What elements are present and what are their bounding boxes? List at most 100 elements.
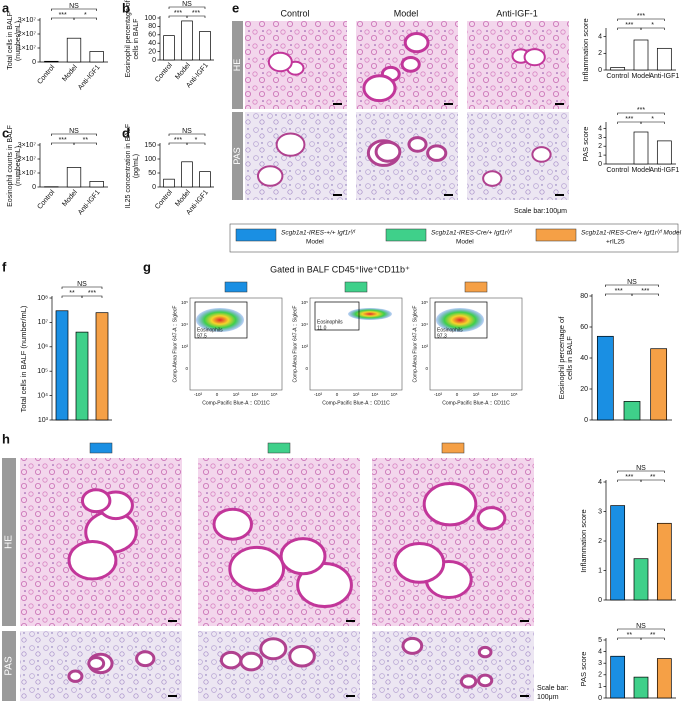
flow-y-tick: 10⁵ [181, 300, 188, 305]
significance-bracket [186, 142, 206, 145]
y-tick-label: 1×10⁷ [18, 45, 37, 52]
significance-label: * [84, 12, 87, 19]
x-tick-label: Control [606, 167, 629, 174]
significance-label: NS [627, 279, 637, 286]
flow-x-tick: -10³ [314, 392, 323, 397]
y-tick-label: 4 [598, 125, 602, 132]
airway [422, 482, 478, 527]
flow-x-tick: 10⁵ [391, 392, 398, 397]
airway [362, 74, 397, 103]
gate [194, 301, 248, 339]
y-tick-label: 10⁸ [37, 295, 48, 302]
scale-bar-label: Scale bar: [537, 685, 569, 692]
y-tick-label: 10⁴ [37, 392, 48, 399]
y-tick-label: 1 [598, 683, 602, 690]
airway [239, 651, 264, 672]
airway [259, 637, 288, 661]
y-tick-label: 0 [598, 161, 602, 168]
y-tick-label: 80 [148, 23, 156, 30]
airway [459, 674, 478, 689]
airway [275, 132, 306, 157]
y-tick-label: 20 [148, 48, 156, 55]
airway [67, 669, 84, 683]
panel-label: e [232, 0, 239, 15]
x-tick-label: Anti-IGF1 [649, 73, 679, 80]
significance-bracket [73, 17, 97, 20]
y-axis-label: PAS score [581, 127, 590, 162]
significance-bracket [617, 18, 665, 21]
flow-x-tick: 10⁴ [372, 392, 379, 397]
y-tick-label: 1×10⁷ [18, 170, 37, 177]
significance-bracket [186, 15, 206, 18]
bar [650, 348, 668, 421]
airway [212, 507, 253, 541]
airway [87, 655, 106, 671]
bar [75, 331, 89, 421]
airway [256, 165, 284, 187]
flow-y-tick: 10⁴ [421, 322, 428, 327]
y-tick-label: 150 [144, 142, 156, 149]
significance-label: *** [625, 474, 633, 481]
airway [228, 545, 286, 592]
airway [393, 541, 446, 584]
y-tick-label: 100 [144, 15, 156, 22]
histology-image [245, 112, 347, 200]
flow-x-label: Comp-Pacific Blue-A :: CD11C [202, 400, 270, 406]
y-tick-label: 40 [148, 40, 156, 47]
x-tick-label: Model [61, 189, 79, 208]
sample-swatch [464, 281, 488, 293]
legend-swatch [235, 228, 277, 242]
flow-x-tick: 10³ [473, 392, 480, 397]
y-tick-label: 10⁵ [37, 368, 48, 375]
panel-label: g [143, 259, 151, 274]
significance-label: *** [88, 290, 96, 297]
bar [55, 310, 69, 421]
x-tick-label: Control [36, 189, 56, 211]
flow-y-tick: 10⁴ [181, 322, 188, 327]
flow-y-tick: 10³ [301, 344, 308, 349]
bar [623, 401, 641, 421]
scale-bar [168, 620, 177, 622]
significance-label: NS [182, 128, 192, 135]
flow-x-tick: 10³ [353, 392, 360, 397]
significance-label: * [651, 116, 654, 123]
significance-label: *** [192, 10, 200, 17]
scale-bar [444, 194, 453, 196]
scale-bar [520, 695, 529, 697]
significance-bracket [61, 286, 103, 289]
significance-label: * [195, 137, 198, 144]
significance-bracket [640, 27, 665, 30]
bar [89, 181, 104, 188]
bar [610, 655, 626, 699]
gate [434, 301, 488, 339]
airway [401, 636, 424, 655]
significance-label: ** [83, 137, 89, 144]
bar [633, 676, 649, 699]
flow-x-tick: 0 [216, 392, 219, 397]
significance-label: *** [615, 288, 623, 295]
significance-label: ** [69, 290, 75, 297]
scale-bar [444, 103, 453, 105]
bar [181, 161, 193, 188]
legend-text: Scgb1a1-IRES-Cre/+ Igf1rᶠ/ᶠ Model [581, 230, 682, 237]
row-strip [2, 458, 16, 626]
flow-y-label: Comp-Alexa Fluor 647-A :: SiglecF [172, 306, 178, 383]
airway [407, 136, 428, 153]
panel-label: b [122, 0, 130, 15]
bar [610, 505, 626, 601]
y-tick-label: 0 [152, 184, 156, 191]
row-label: HE [232, 59, 242, 72]
y-tick-label: 0 [32, 184, 36, 191]
bar [656, 658, 672, 699]
flow-y-tick: 10³ [181, 344, 188, 349]
scale-bar [346, 695, 355, 697]
x-tick-label: Model [631, 167, 651, 174]
sample-swatch [267, 442, 291, 454]
x-tick-label: Model [631, 73, 651, 80]
y-tick-label: 3 [598, 508, 602, 515]
y-tick-label: 10³ [38, 417, 49, 424]
row-strip [232, 21, 243, 109]
significance-bracket [73, 142, 97, 145]
histology-image [467, 112, 569, 200]
airway [135, 650, 156, 668]
